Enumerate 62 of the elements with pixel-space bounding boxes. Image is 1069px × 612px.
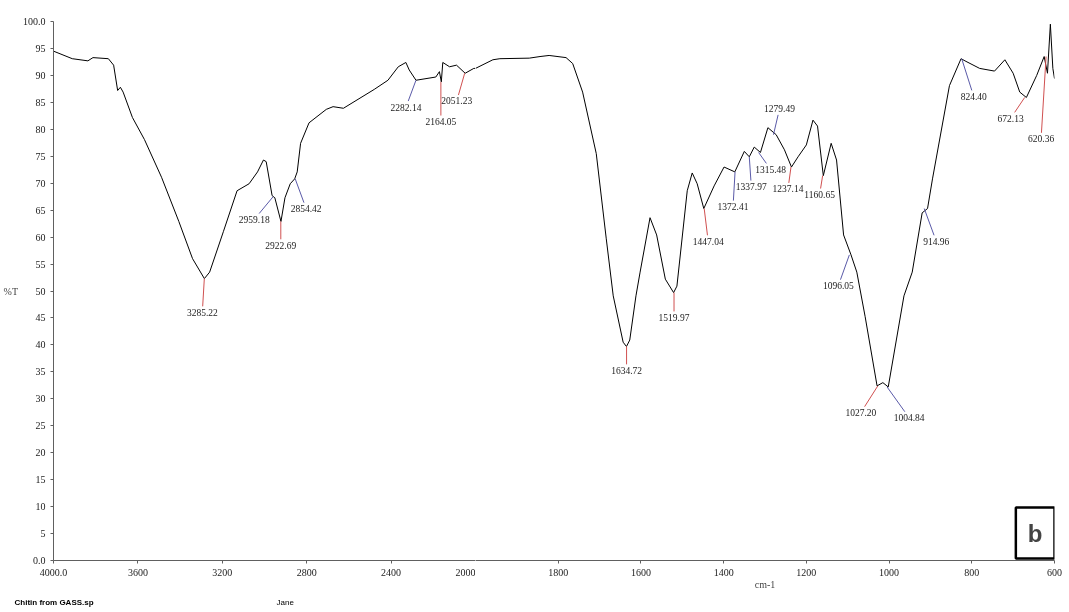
y-tick-label: 90 [35, 69, 46, 81]
x-tick-label: 2800 [296, 566, 317, 578]
y-tick-label: 10 [35, 501, 46, 513]
annotation: 1337.97 [735, 182, 767, 193]
annotation: 2164.05 [425, 117, 457, 127]
annotation: 1519.97 [658, 312, 690, 323]
y-tick-label: 5 [40, 528, 46, 540]
text: Chitin from GASS.sp [14, 598, 94, 607]
annotation: b [1027, 519, 1043, 547]
y-tick-label: 95 [35, 42, 46, 54]
y-tick-label: 20 [35, 447, 46, 459]
y-tick-label: 70 [35, 177, 46, 189]
x-tick-label: 3600 [127, 566, 148, 578]
y-tick-label: 40 [35, 339, 46, 351]
annotation: 2854.42 [290, 204, 322, 215]
y-tick-label: 65 [35, 204, 46, 216]
y-tick-label: 100.0 [23, 16, 46, 27]
y-tick-label: 75 [35, 150, 46, 162]
annotation: 1447.04 [692, 236, 724, 247]
x-tick-label: 2400 [381, 566, 402, 578]
annotation: 2051.23 [441, 96, 473, 107]
annotation: 2282.14 [390, 102, 422, 113]
y-tick-label: 25 [35, 420, 46, 432]
y-tick-label: 15 [35, 474, 46, 486]
x-tick-label: 800 [964, 566, 980, 578]
annotation: 1372.41 [717, 202, 749, 213]
annotation: 2959.18 [238, 214, 270, 225]
x-tick-label: 2000 [455, 566, 476, 578]
annotation: 1237.14 [772, 184, 804, 195]
annotation: 914.96 [923, 236, 950, 247]
annotation: 1004.84 [893, 413, 925, 424]
y-tick-label: 85 [35, 96, 46, 108]
annotation: 2922.69 [265, 240, 297, 251]
annotation: 1160.65 [804, 189, 836, 200]
x-tick-label: 1200 [796, 566, 817, 578]
annotation: 1634.72 [611, 365, 643, 376]
y-tick-label: 80 [35, 123, 46, 135]
y-tick-label: 60 [35, 231, 46, 243]
y-tick-label: 45 [35, 312, 46, 324]
x-tick-label: 600 [1047, 566, 1062, 578]
annotation: 1096.05 [822, 281, 855, 292]
annotation: 672.13 [997, 113, 1024, 124]
annotation: 620.36 [1028, 134, 1055, 145]
annotation: 1027.20 [845, 408, 877, 419]
annotation: 3285.22 [186, 307, 219, 318]
y-tick-label: 0.0 [33, 555, 46, 566]
x-tick-label: 1800 [548, 566, 569, 578]
text: Jane [276, 598, 295, 607]
x-tick-label: 4000.0 [39, 566, 68, 578]
annotation: 1279.49 [764, 104, 796, 115]
x-tick-label: 1000 [879, 566, 900, 578]
y-tick-label: 55 [35, 258, 46, 270]
x-tick-label: 1400 [713, 566, 734, 578]
y-tick-label: 30 [35, 393, 46, 405]
y-tick-label: 50 [35, 285, 46, 297]
y-axis-title: %T [3, 285, 19, 297]
annotation: 1315.48 [755, 164, 787, 175]
y-tick-label: 35 [35, 366, 46, 378]
x-tick-label: 3200 [212, 566, 233, 578]
annotation: 824.40 [960, 91, 988, 102]
x-tick-label: 1600 [630, 566, 651, 578]
x-axis-title: cm-1 [754, 578, 776, 590]
